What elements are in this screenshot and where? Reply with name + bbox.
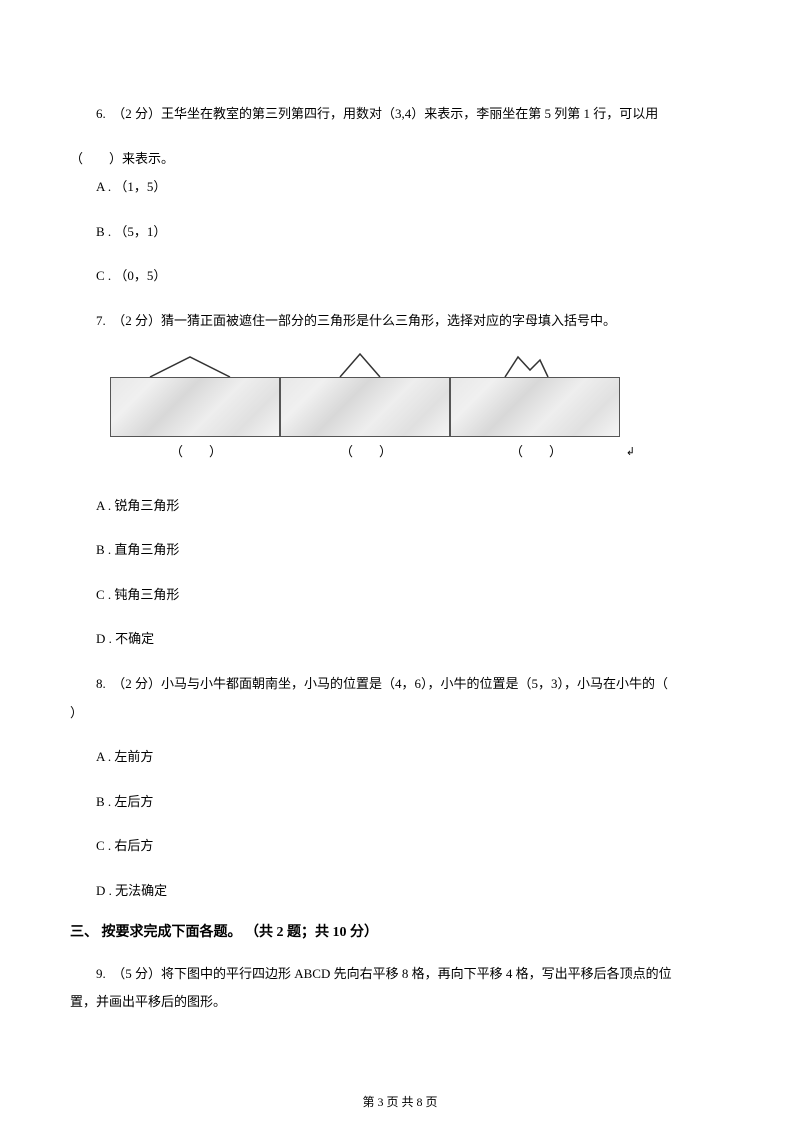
q6-option-b: B . （5，1） — [70, 218, 730, 247]
q7-text: 7. （2 分）猜一猜正面被遮住一部分的三角形是什么三角形，选择对应的字母填入括… — [70, 307, 730, 336]
q7-option-c: C . 钝角三角形 — [70, 581, 730, 610]
q8-option-d: D . 无法确定 — [70, 877, 730, 906]
triangle-tip-2 — [335, 352, 395, 377]
q9-text-line1: 9. （5 分）将下图中的平行四边形 ABCD 先向右平移 8 格，再向下平移 … — [70, 960, 730, 989]
q7-option-b: B . 直角三角形 — [70, 536, 730, 565]
question-9: 9. （5 分）将下图中的平行四边形 ABCD 先向右平移 8 格，再向下平移 … — [70, 960, 730, 1017]
paren-2: （ ） — [340, 442, 392, 463]
q6-text-line2: （ ）来表示。 — [70, 145, 730, 174]
triangle-tip-1 — [140, 352, 240, 377]
page-footer: 第 3 页 共 8 页 — [0, 1093, 800, 1112]
paren-3: （ ） — [510, 442, 562, 463]
q8-option-a: A . 左前方 — [70, 743, 730, 772]
q8-text-line1: 8. （2 分）小马与小牛都面朝南坐，小马的位置是（4，6），小牛的位置是（5，… — [70, 670, 730, 699]
q9-text-line2: 置，并画出平移后的图形。 — [70, 988, 730, 1017]
section-3-title: 三、 按要求完成下面各题。 （共 2 题；共 10 分） — [70, 922, 730, 944]
mask-box-1 — [110, 377, 280, 437]
mask-box-3 — [450, 377, 620, 437]
q8-option-b: B . 左后方 — [70, 788, 730, 817]
q8-option-c: C . 右后方 — [70, 832, 730, 861]
q8-text-line2: ） — [70, 699, 730, 728]
q7-option-a: A . 锐角三角形 — [70, 492, 730, 521]
q6-option-c: C . （0，5） — [70, 262, 730, 291]
triangle-diagram: （ ） （ ） （ ） ↲ — [110, 352, 630, 472]
question-8: 8. （2 分）小马与小牛都面朝南坐，小马的位置是（4，6），小牛的位置是（5，… — [70, 670, 730, 906]
q7-option-d: D . 不确定 — [70, 625, 730, 654]
question-6: 6. （2 分）王华坐在教室的第三列第四行，用数对（3,4）来表示，李丽坐在第 … — [70, 100, 730, 291]
mask-box-2 — [280, 377, 450, 437]
q6-option-a: A . （1，5） — [70, 173, 730, 202]
paren-1: （ ） — [170, 442, 222, 463]
question-7: 7. （2 分）猜一猜正面被遮住一部分的三角形是什么三角形，选择对应的字母填入括… — [70, 307, 730, 654]
arrow-mark: ↲ — [626, 444, 635, 462]
triangle-tip-3 — [500, 352, 550, 377]
q6-text-line1: 6. （2 分）王华坐在教室的第三列第四行，用数对（3,4）来表示，李丽坐在第 … — [70, 100, 730, 129]
